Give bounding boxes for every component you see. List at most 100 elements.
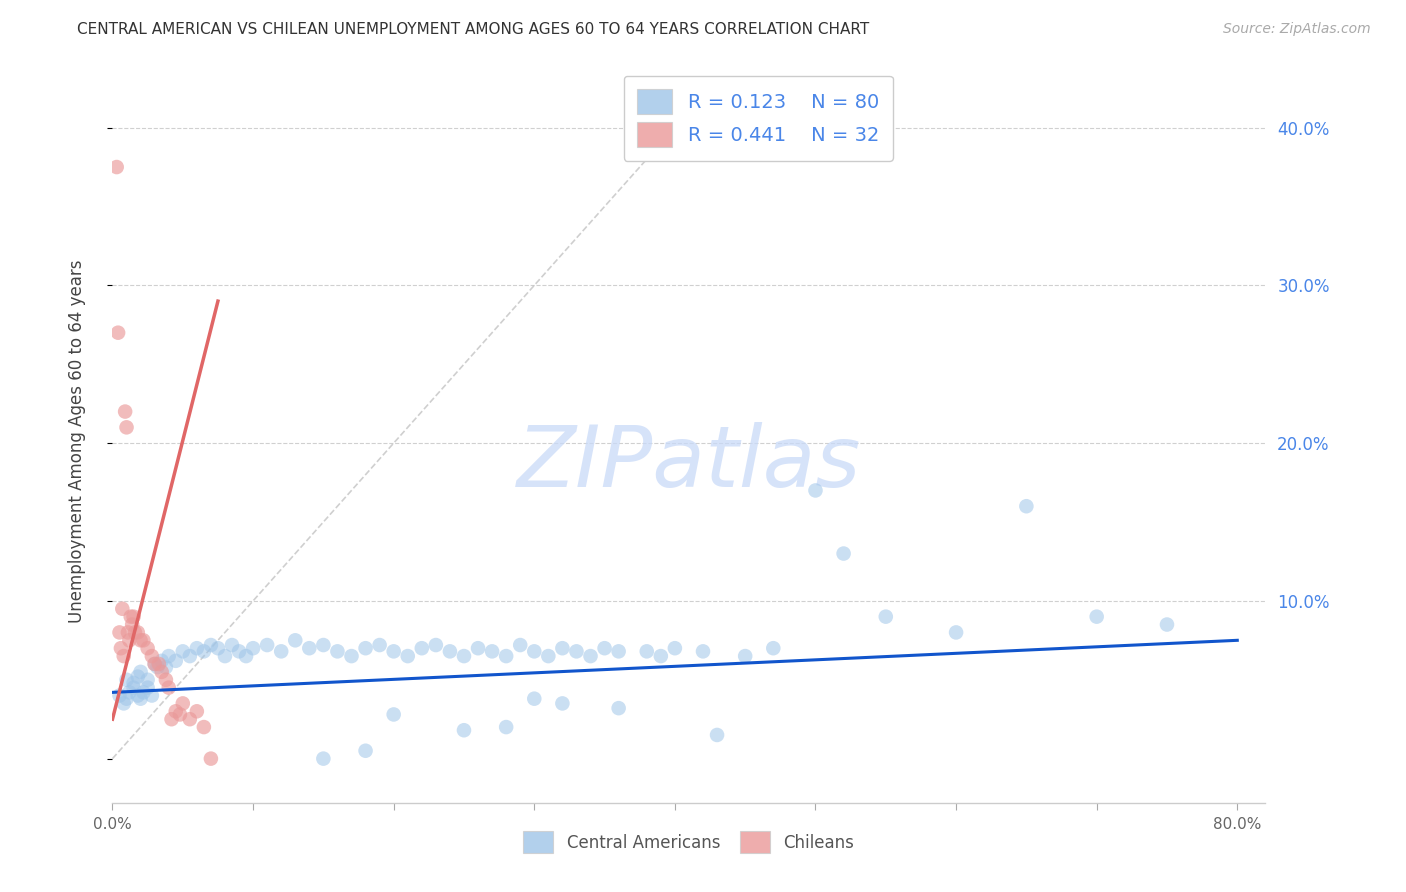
Point — [1085, 609, 1108, 624]
Point — [121, 617, 143, 632]
Point — [127, 670, 149, 684]
Point — [312, 638, 335, 652]
Point — [124, 625, 146, 640]
Point — [481, 644, 503, 658]
Y-axis label: Unemployment Among Ages 60 to 64 years: Unemployment Among Ages 60 to 64 years — [67, 260, 86, 624]
Point — [636, 644, 658, 658]
Point — [136, 673, 159, 687]
Point — [396, 649, 419, 664]
Point — [141, 689, 163, 703]
Point — [242, 641, 264, 656]
Point — [326, 644, 349, 658]
Point — [692, 644, 714, 658]
Point — [157, 681, 180, 695]
Point — [650, 649, 672, 664]
Point — [193, 644, 215, 658]
Point — [114, 404, 136, 418]
Point — [235, 649, 257, 664]
Point — [143, 657, 166, 671]
Point — [146, 660, 169, 674]
Point — [112, 697, 135, 711]
Point — [495, 649, 517, 664]
Point — [298, 641, 321, 656]
Point — [664, 641, 686, 656]
Point — [115, 691, 138, 706]
Point — [382, 644, 405, 658]
Point — [122, 676, 145, 690]
Point — [160, 712, 183, 726]
Point — [200, 638, 222, 652]
Point — [439, 644, 461, 658]
Point — [565, 644, 588, 658]
Point — [340, 649, 363, 664]
Point — [115, 420, 138, 434]
Point — [127, 625, 149, 640]
Point — [256, 638, 278, 652]
Point — [221, 638, 243, 652]
Point — [537, 649, 560, 664]
Point — [368, 638, 391, 652]
Point — [607, 701, 630, 715]
Point — [105, 160, 128, 174]
Point — [107, 326, 129, 340]
Point — [132, 685, 155, 699]
Point — [117, 625, 139, 640]
Point — [165, 654, 187, 668]
Point — [122, 681, 145, 695]
Point — [111, 601, 134, 615]
Point — [118, 685, 141, 699]
Point — [804, 483, 827, 498]
Point — [136, 681, 159, 695]
Point — [270, 644, 292, 658]
Point — [148, 657, 170, 671]
Point — [155, 660, 177, 674]
Point — [165, 704, 187, 718]
Point — [129, 633, 152, 648]
Point — [115, 673, 138, 687]
Point — [150, 654, 173, 668]
Point — [354, 744, 377, 758]
Point — [832, 547, 855, 561]
Point — [179, 712, 201, 726]
Point — [284, 633, 307, 648]
Text: Source: ZipAtlas.com: Source: ZipAtlas.com — [1223, 22, 1371, 37]
Point — [143, 657, 166, 671]
Point — [312, 751, 335, 765]
Point — [354, 641, 377, 656]
Point — [110, 641, 132, 656]
Point — [453, 723, 475, 738]
Point — [453, 649, 475, 664]
Point — [509, 638, 531, 652]
Point — [228, 644, 250, 658]
Point — [875, 609, 897, 624]
Text: ZIPatlas: ZIPatlas — [517, 422, 860, 505]
Point — [118, 633, 141, 648]
Point — [132, 633, 155, 648]
Point — [108, 689, 131, 703]
Point — [179, 649, 201, 664]
Point — [129, 691, 152, 706]
Point — [551, 697, 574, 711]
Point — [495, 720, 517, 734]
Point — [762, 641, 785, 656]
Point — [467, 641, 489, 656]
Point — [945, 625, 967, 640]
Point — [169, 707, 191, 722]
Point — [155, 673, 177, 687]
Point — [136, 641, 159, 656]
Point — [1015, 500, 1038, 514]
Point — [734, 649, 756, 664]
Point — [193, 720, 215, 734]
Point — [207, 641, 229, 656]
Point — [150, 665, 173, 679]
Point — [425, 638, 447, 652]
Point — [157, 649, 180, 664]
Point — [706, 728, 728, 742]
Point — [607, 644, 630, 658]
Point — [1156, 617, 1178, 632]
Point — [214, 649, 236, 664]
Point — [523, 691, 546, 706]
Point — [579, 649, 602, 664]
Point — [141, 649, 163, 664]
Point — [523, 644, 546, 658]
